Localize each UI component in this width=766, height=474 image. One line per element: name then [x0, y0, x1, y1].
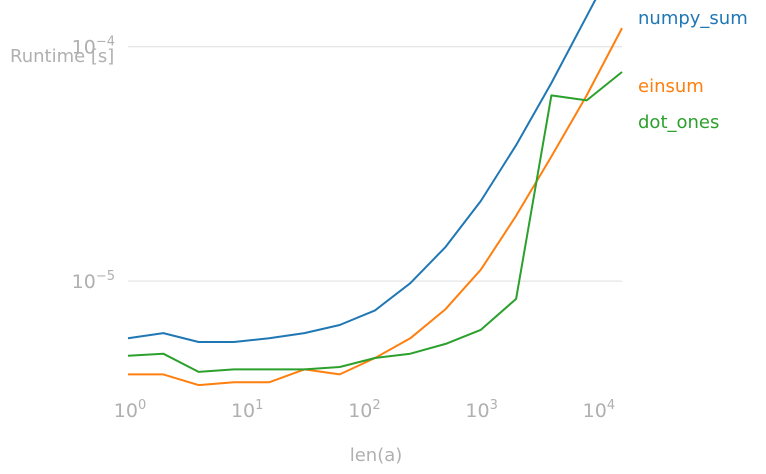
x-axis-ticks: 100 101 102 103 104 [114, 398, 615, 422]
series-lines [127, 0, 623, 387]
y-axis-title: Runtime [s] [10, 46, 114, 67]
series-label-einsum: einsum [638, 76, 704, 97]
y-tick-label: 10−5 [72, 269, 115, 293]
x-tick-label: 104 [583, 398, 615, 422]
series-label-dot-ones: dot_ones [638, 112, 719, 133]
y-tick-label: 10−4 [72, 35, 115, 59]
series-line-dot-ones [127, 71, 623, 373]
grid-lines [128, 46, 622, 282]
series-label-numpy-sum: numpy_sum [638, 8, 748, 29]
series-line-numpy-sum [127, 0, 597, 343]
x-tick-label: 100 [114, 398, 146, 422]
x-tick-label: 102 [348, 398, 380, 422]
x-tick-label: 101 [231, 398, 263, 422]
x-axis-title: len(a) [350, 445, 403, 466]
x-tick-label: 103 [465, 398, 497, 422]
y-axis-ticks: 10−5 10−4 [72, 35, 115, 293]
series-line-einsum [128, 27, 623, 387]
